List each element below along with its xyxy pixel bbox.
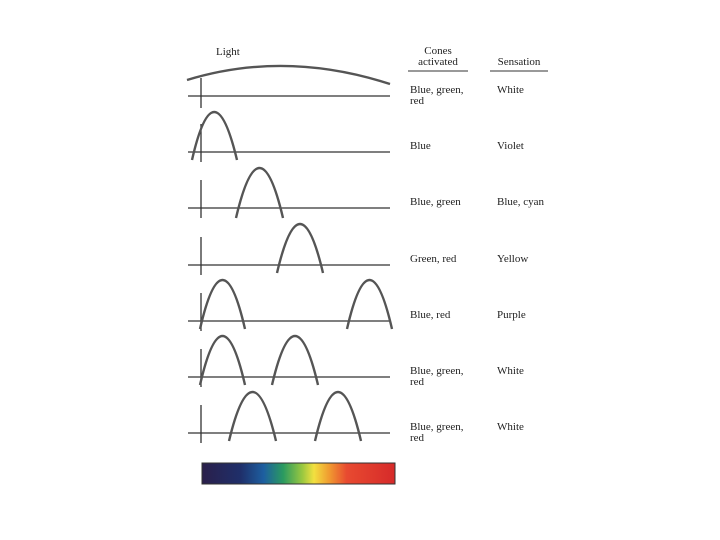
baselines (188, 95, 390, 434)
cones-text: Blue, green, red (410, 421, 464, 444)
sensation-text: Violet (497, 140, 524, 152)
sensation-text: Purple (497, 309, 526, 321)
cones-header: Cones activated (418, 45, 458, 68)
sensation-text: White (497, 421, 524, 433)
cones-text: Blue (410, 140, 431, 152)
sensation-header: Sensation (497, 56, 541, 68)
spectrum-bar (201, 462, 396, 485)
sensation-text: Blue, cyan (497, 196, 545, 208)
sensation-text: Yellow (497, 253, 529, 265)
cones-text: Blue, green, red (410, 365, 464, 388)
light-label: Light (216, 46, 240, 58)
cones-text: Blue, green (410, 196, 461, 208)
sensation-text: White (497, 365, 524, 377)
cones-text: Green, red (410, 253, 457, 265)
cones-text: Blue, green, red (410, 84, 464, 107)
cones-text: Blue, red (410, 309, 451, 321)
curves (186, 64, 394, 442)
sensation-text: White (497, 84, 524, 96)
